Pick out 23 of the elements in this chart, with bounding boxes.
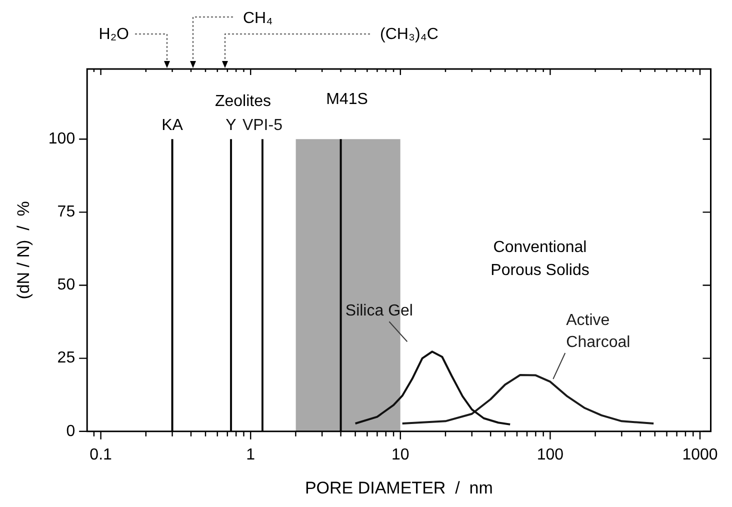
x-axis-title: PORE DIAMETER / nm	[304, 478, 493, 498]
text: Silica Gel	[345, 302, 413, 320]
y-tick-label: 100	[48, 130, 76, 148]
y-tick-label: 0	[66, 422, 76, 440]
y-axis-title: (dN / N) / %	[14, 201, 33, 300]
series-label: VPI-5	[242, 117, 283, 134]
series-label: Y	[226, 117, 237, 134]
x-tick-label: 100	[536, 446, 564, 464]
text: H₂O	[98, 26, 129, 43]
x-tick-label: 1000	[682, 446, 718, 464]
y-tick-label: 75	[57, 204, 76, 221]
text: Active Charcoal	[566, 312, 630, 351]
x-tick-label: 0.1	[90, 446, 112, 464]
annotation: Conventional Porous Solids	[490, 239, 590, 279]
y-tick-label: 25	[57, 350, 76, 367]
series-label: KA	[162, 117, 184, 134]
annotation: M41S	[326, 91, 368, 108]
y-tick-label: 50	[57, 276, 76, 294]
text: (CH₃)₄C	[380, 26, 438, 43]
annotation: Zeolites	[214, 93, 272, 110]
x-tick-label: 1	[246, 446, 256, 464]
x-tick-label: 10	[392, 446, 410, 464]
text: CH₄	[243, 10, 273, 27]
